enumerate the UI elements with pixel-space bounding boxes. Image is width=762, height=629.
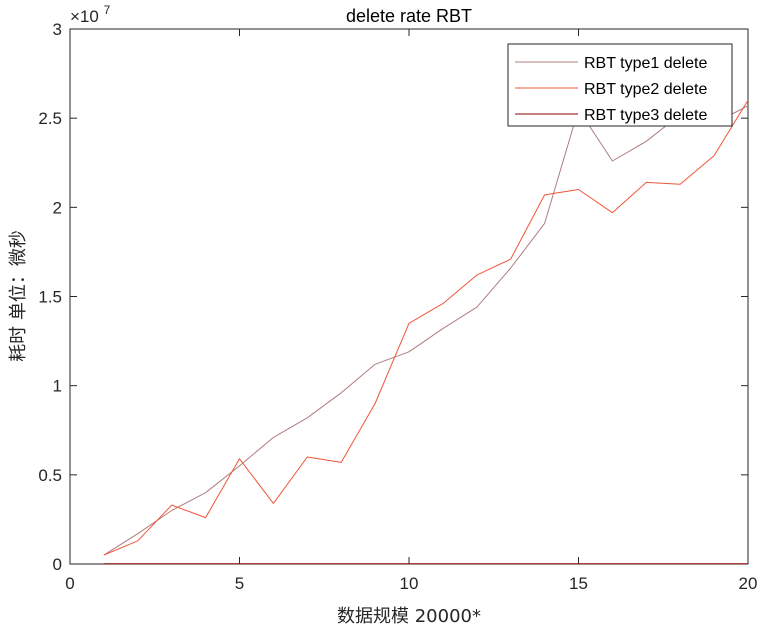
legend: RBT type1 delete RBT type2 delete RBT type… [507, 43, 733, 127]
y-tick-label: 3 [53, 20, 62, 39]
y-exponent-base: ×10 7 [70, 3, 111, 26]
legend-label: RBT type2 delete [584, 81, 707, 98]
y-exponent: ×10 7 [70, 3, 111, 26]
y-tick-label: 0.5 [38, 466, 62, 485]
legend-label: RBT type1 delete [584, 55, 707, 72]
x-tick-label: 15 [569, 574, 588, 593]
legend-label: RBT type3 delete [584, 107, 707, 124]
y-tick-label: 1 [53, 377, 62, 396]
y-exponent-times: ×10 [70, 7, 99, 26]
series-lines [103, 100, 749, 565]
series-line-1 [103, 105, 749, 556]
y-tick-label: 2.5 [38, 109, 62, 128]
x-tick-label: 10 [400, 574, 419, 593]
y-exponent-power: 7 [104, 3, 111, 17]
series-line-2 [103, 100, 749, 556]
y-tick-label: 1.5 [38, 288, 62, 307]
chart-title: delete rate RBT [346, 6, 472, 26]
y-tick-label: 0 [53, 555, 62, 574]
y-axis-label: 耗时 单位：微秒 [8, 230, 29, 362]
x-tick-label: 20 [739, 574, 758, 593]
x-axis-label: 数据规模 20000* [337, 606, 481, 627]
x-tick-label: 5 [235, 574, 244, 593]
x-tick-label: 0 [65, 574, 74, 593]
legend-box [507, 43, 733, 127]
tick-labels: 0 5 10 15 20 0 0.5 1 1.5 2 2.5 3 [38, 20, 757, 593]
ticks [69, 28, 749, 565]
y-tick-label: 2 [53, 198, 62, 217]
